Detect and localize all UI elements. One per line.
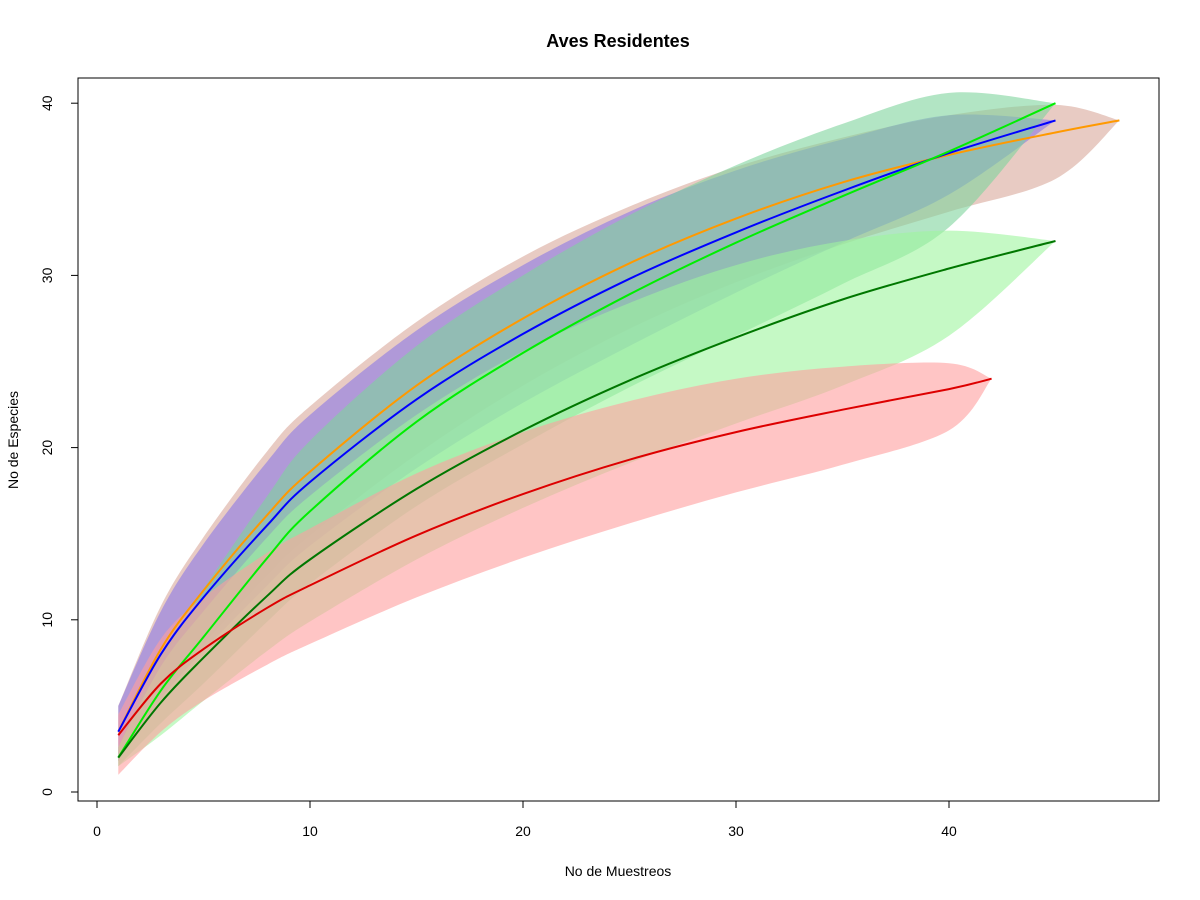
y-tick-label: 30 — [39, 267, 55, 283]
x-axis-label: No de Muestreos — [565, 863, 672, 879]
x-tick-label: 20 — [515, 823, 531, 839]
y-tick-label: 0 — [39, 788, 55, 796]
line-series-4 — [117, 240, 1056, 759]
y-tick-label: 20 — [39, 440, 55, 456]
line-series-3 — [117, 102, 1056, 759]
band-series-4 — [118, 230, 1056, 767]
series-lines — [117, 102, 1120, 759]
x-tick-label: 40 — [941, 823, 957, 839]
y-tick-label: 40 — [39, 95, 55, 111]
chart-title: Aves Residentes — [546, 31, 689, 51]
x-tick-label: 10 — [302, 823, 318, 839]
x-tick-label: 0 — [93, 823, 101, 839]
y-tick-label: 10 — [39, 612, 55, 628]
x-axis: 0 10 20 30 40 — [93, 800, 957, 839]
x-tick-label: 30 — [728, 823, 744, 839]
line-series-2 — [117, 119, 1056, 733]
y-axis: 0 10 20 30 40 — [39, 95, 79, 796]
line-series-1 — [117, 119, 1120, 733]
line-series-5 — [117, 377, 992, 736]
band-series-5 — [118, 362, 992, 775]
y-axis-label: No de Especies — [5, 391, 21, 489]
confidence-bands — [118, 92, 1120, 775]
